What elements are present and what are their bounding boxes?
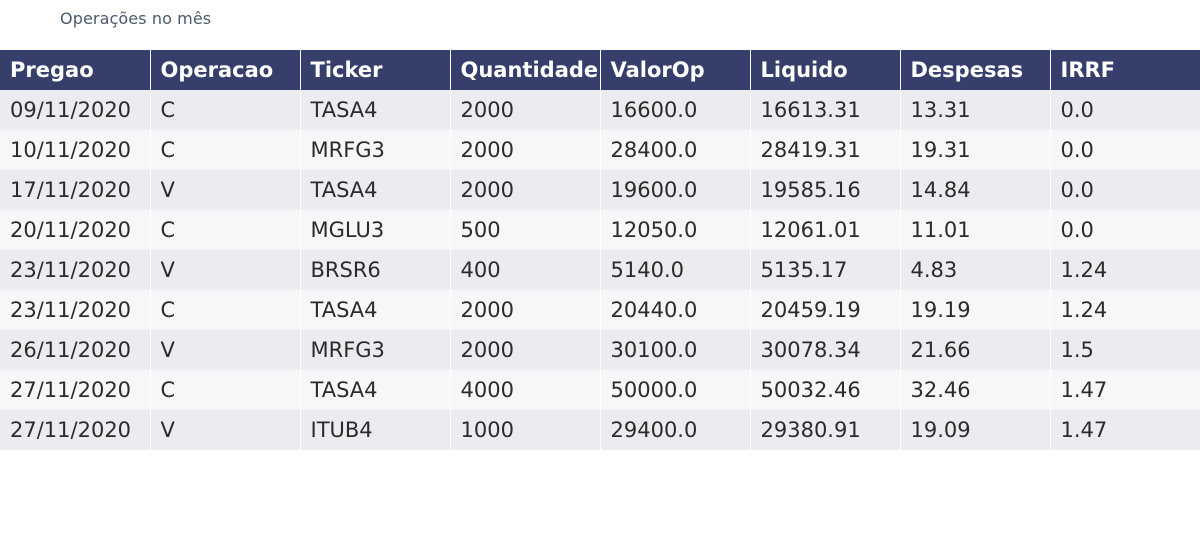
table-cell-liquido: 28419.31: [750, 130, 901, 170]
table-cell-pregao: 27/11/2020: [0, 410, 151, 450]
table-cell-operacao: C: [150, 290, 301, 330]
table-cell-liquido: 50032.46: [750, 370, 901, 410]
header-row: Pregao Operacao Ticker Quantidade ValorOp Liq…: [0, 50, 1200, 90]
table-cell-pregao: 20/11/2020: [0, 210, 151, 250]
table-cell-operacao: V: [150, 170, 301, 210]
table-cell-irrf: 0.0: [1050, 210, 1200, 250]
table-cell-ticker: MRFG3: [300, 330, 451, 370]
table-cell-ticker: TASA4: [300, 170, 451, 210]
table-cell-irrf: 0.0: [1050, 90, 1200, 130]
table-cell-ticker: TASA4: [300, 290, 451, 330]
table-cell-quantidade: 2000: [450, 170, 601, 210]
table-cell-ticker: MRFG3: [300, 130, 451, 170]
column-header-quantidade: Quantidade: [450, 50, 601, 90]
table-cell-ticker: BRSR6: [300, 250, 451, 290]
column-header-operacao: Operacao: [150, 50, 301, 90]
table-cell-valorop: 29400.0: [600, 410, 751, 450]
table-cell-pregao: 17/11/2020: [0, 170, 151, 210]
column-header-liquido: Liquido: [750, 50, 901, 90]
table-cell-quantidade: 400: [450, 250, 601, 290]
table-cell-operacao: V: [150, 410, 301, 450]
table-cell-despesas: 11.01: [900, 210, 1051, 250]
table-cell-irrf: 1.47: [1050, 410, 1200, 450]
table-row: 23/11/2020 C TASA4 2000 20440.0 20459.19 19.19…: [0, 290, 1200, 330]
table-cell-quantidade: 2000: [450, 130, 601, 170]
table-cell-irrf: 0.0: [1050, 170, 1200, 210]
column-header-pregao: Pregao: [0, 50, 151, 90]
table-cell-pregao: 27/11/2020: [0, 370, 151, 410]
column-header-valorop: ValorOp: [600, 50, 751, 90]
table-cell-operacao: C: [150, 210, 301, 250]
table-cell-irrf: 1.24: [1050, 290, 1200, 330]
table-cell-valorop: 28400.0: [600, 130, 751, 170]
table-cell-despesas: 19.09: [900, 410, 1051, 450]
table-cell-liquido: 20459.19: [750, 290, 901, 330]
table-row: 20/11/2020 C MGLU3 500 12050.0 12061.01 11.01 0…: [0, 210, 1200, 250]
table-cell-ticker: TASA4: [300, 370, 451, 410]
table-cell-quantidade: 4000: [450, 370, 601, 410]
table-header: Pregao Operacao Ticker Quantidade ValorOp Liq…: [0, 50, 1200, 90]
table-cell-liquido: 29380.91: [750, 410, 901, 450]
table-row: 27/11/2020 V ITUB4 1000 29400.0 29380.91 19.09…: [0, 410, 1200, 450]
table-cell-liquido: 16613.31: [750, 90, 901, 130]
table-cell-valorop: 16600.0: [600, 90, 751, 130]
table-cell-valorop: 30100.0: [600, 330, 751, 370]
table-cell-ticker: TASA4: [300, 90, 451, 130]
table-cell-quantidade: 2000: [450, 90, 601, 130]
table-cell-irrf: 1.24: [1050, 250, 1200, 290]
table-cell-irrf: 1.47: [1050, 370, 1200, 410]
table-cell-pregao: 23/11/2020: [0, 290, 151, 330]
table-cell-quantidade: 1000: [450, 410, 601, 450]
table-cell-pregao: 23/11/2020: [0, 250, 151, 290]
table-cell-despesas: 32.46: [900, 370, 1051, 410]
table-row: 26/11/2020 V MRFG3 2000 30100.0 30078.34 21.66…: [0, 330, 1200, 370]
table-cell-despesas: 19.19: [900, 290, 1051, 330]
table-cell-pregao: 09/11/2020: [0, 90, 151, 130]
table-cell-pregao: 10/11/2020: [0, 130, 151, 170]
table-cell-valorop: 19600.0: [600, 170, 751, 210]
table-row: 23/11/2020 V BRSR6 400 5140.0 5135.17 4.83 1.24: [0, 250, 1200, 290]
table-cell-liquido: 12061.01: [750, 210, 901, 250]
table-cell-ticker: MGLU3: [300, 210, 451, 250]
table-cell-despesas: 21.66: [900, 330, 1051, 370]
table-cell-despesas: 13.31: [900, 90, 1051, 130]
table-cell-quantidade: 500: [450, 210, 601, 250]
table-cell-despesas: 14.84: [900, 170, 1051, 210]
table-cell-operacao: V: [150, 250, 301, 290]
table-cell-valorop: 50000.0: [600, 370, 751, 410]
table-cell-liquido: 30078.34: [750, 330, 901, 370]
table-cell-operacao: V: [150, 330, 301, 370]
table-cell-operacao: C: [150, 370, 301, 410]
column-header-ticker: Ticker: [300, 50, 451, 90]
table-cell-valorop: 5140.0: [600, 250, 751, 290]
table-body: 09/11/2020 C TASA4 2000 16600.0 16613.31 13.31…: [0, 90, 1200, 450]
table-cell-operacao: C: [150, 130, 301, 170]
table-cell-irrf: 1.5: [1050, 330, 1200, 370]
table-cell-liquido: 19585.16: [750, 170, 901, 210]
table-row: 10/11/2020 C MRFG3 2000 28400.0 28419.31 19.31…: [0, 130, 1200, 170]
table-cell-despesas: 19.31: [900, 130, 1051, 170]
table-cell-liquido: 5135.17: [750, 250, 901, 290]
column-header-irrf: IRRF: [1050, 50, 1200, 90]
table-cell-quantidade: 2000: [450, 290, 601, 330]
table-cell-ticker: ITUB4: [300, 410, 451, 450]
table-title: Operações no mês: [60, 9, 212, 28]
table-row: 17/11/2020 V TASA4 2000 19600.0 19585.16 14.84…: [0, 170, 1200, 210]
table-cell-despesas: 4.83: [900, 250, 1051, 290]
column-header-despesas: Despesas: [900, 50, 1051, 90]
table-cell-operacao: C: [150, 90, 301, 130]
table-cell-valorop: 12050.0: [600, 210, 751, 250]
table-row: 09/11/2020 C TASA4 2000 16600.0 16613.31 13.31…: [0, 90, 1200, 130]
table-cell-pregao: 26/11/2020: [0, 330, 151, 370]
operations-table-container: Pregao Operacao Ticker Quantidade ValorOp Liq…: [0, 50, 1200, 450]
table-cell-irrf: 0.0: [1050, 130, 1200, 170]
table-cell-quantidade: 2000: [450, 330, 601, 370]
table-cell-valorop: 20440.0: [600, 290, 751, 330]
table-row: 27/11/2020 C TASA4 4000 50000.0 50032.46 32.46…: [0, 370, 1200, 410]
operations-table: Pregao Operacao Ticker Quantidade ValorOp Liq…: [0, 50, 1200, 450]
